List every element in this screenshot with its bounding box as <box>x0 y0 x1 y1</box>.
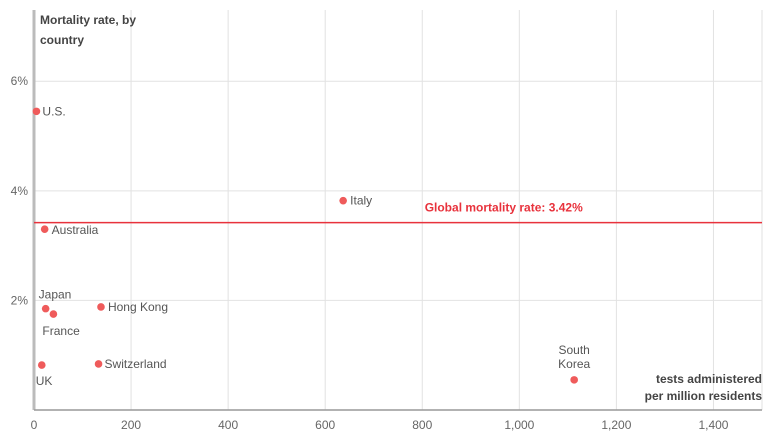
x-tick-label: 800 <box>412 418 432 432</box>
x-tick-label: 1,400 <box>698 418 728 432</box>
data-point: Hong Kong <box>97 300 168 314</box>
point-marker <box>32 107 41 116</box>
x-axis-title-line-1: tests administered <box>656 372 762 386</box>
point-marker <box>37 361 46 369</box>
point-marker <box>97 303 105 311</box>
axes: 0 200 400 600 800 1,000 1,200 1,400 2% 4% 6% <box>11 10 762 432</box>
point-marker <box>339 196 347 205</box>
point-label: Switzerland <box>105 357 167 371</box>
global-mortality-label: Global mortality rate: 3.42% <box>425 201 583 215</box>
point-marker <box>94 360 103 368</box>
point-label: Hong Kong <box>108 300 168 314</box>
y-tick-label: 4% <box>11 184 29 198</box>
data-point: Italy <box>339 194 372 208</box>
y-axis-title-line-2: country <box>40 33 84 47</box>
point-marker <box>41 304 50 313</box>
x-tick-label: 200 <box>121 418 141 432</box>
x-tick-label: 600 <box>315 418 335 432</box>
x-tick-label: 400 <box>218 418 238 432</box>
grid <box>34 10 763 410</box>
y-tick-label: 6% <box>11 74 29 88</box>
data-points: U.S. Italy Australia Japan France Hong Kong UK… <box>32 104 591 388</box>
data-point: Japan <box>39 288 72 313</box>
x-tick-label: 1,200 <box>601 418 631 432</box>
y-axis-title-line-1: Mortality rate, by <box>40 13 136 27</box>
reference-line-group: Global mortality rate: 3.42% <box>34 201 762 224</box>
point-label: Japan <box>39 288 72 302</box>
data-point: Australia <box>40 223 99 237</box>
point-label: Korea <box>558 357 590 371</box>
point-marker <box>49 310 58 318</box>
data-point: Switzerland <box>94 357 167 371</box>
point-label: Italy <box>350 194 372 208</box>
data-point: UK <box>36 361 53 388</box>
point-label: France <box>42 324 80 338</box>
x-axis-title-line-2: per million residents <box>645 389 763 403</box>
data-point: U.S. <box>32 104 66 118</box>
point-marker <box>40 225 49 233</box>
point-label: Australia <box>52 223 99 237</box>
point-label: UK <box>36 374 53 388</box>
x-tick-label: 1,000 <box>504 418 534 432</box>
y-tick-label: 2% <box>11 293 29 307</box>
point-label: South <box>558 343 589 357</box>
point-marker <box>570 376 578 384</box>
x-tick-label: 0 <box>31 418 38 432</box>
point-label: U.S. <box>42 104 65 118</box>
data-point: France <box>42 310 80 338</box>
